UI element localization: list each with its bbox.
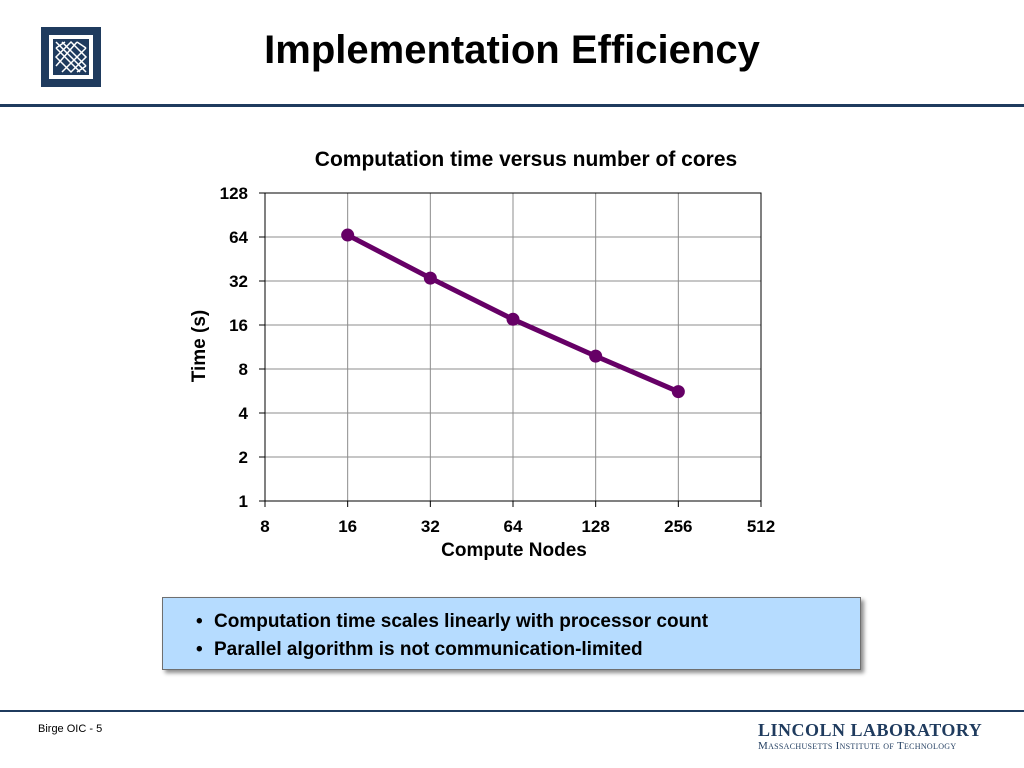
x-tick-label: 512 — [747, 517, 775, 536]
data-point — [341, 228, 355, 242]
x-tick-label: 8 — [260, 517, 269, 536]
x-tick-label: 256 — [664, 517, 692, 536]
x-tick-label: 16 — [338, 517, 357, 536]
slide-number: Birge OIC - 5 — [38, 723, 103, 735]
y-tick-label: 32 — [229, 272, 248, 291]
y-tick-label: 128 — [220, 184, 248, 203]
data-point — [589, 349, 603, 363]
slide-title: Implementation Efficiency — [264, 28, 760, 72]
x-tick-label: 128 — [581, 517, 609, 536]
header-rule — [0, 104, 1024, 107]
chart-title: Computation time versus number of cores — [314, 148, 738, 171]
data-point — [506, 312, 520, 326]
data-point — [671, 385, 685, 399]
summary-callout: Computation time scales linearly with pr… — [162, 597, 861, 670]
lab-institute: Massachusetts Institute of Technology — [758, 740, 957, 752]
lincoln-lab-wordmark: LINCOLN LABORATORY Massachusetts Institu… — [758, 720, 988, 752]
y-tick-label: 8 — [239, 360, 248, 379]
x-tick-label: 32 — [421, 517, 440, 536]
callout-bullet: Parallel algorithm is not communication-… — [196, 636, 860, 664]
footer-rule — [0, 710, 1024, 712]
y-tick-label: 1 — [239, 492, 248, 511]
mit-ll-logo — [40, 26, 102, 88]
x-tick-label: 64 — [504, 517, 523, 536]
callout-bullet: Computation time scales linearly with pr… — [196, 608, 860, 636]
y-tick-label: 4 — [239, 404, 249, 423]
x-axis-label: Compute Nodes — [441, 540, 587, 561]
y-tick-label: 2 — [239, 448, 248, 467]
y-axis-label: Time (s) — [189, 309, 210, 383]
lab-name: LINCOLN LABORATORY — [758, 720, 983, 740]
y-tick-label: 64 — [229, 228, 248, 247]
data-point — [423, 271, 437, 285]
y-tick-label: 16 — [229, 316, 248, 335]
